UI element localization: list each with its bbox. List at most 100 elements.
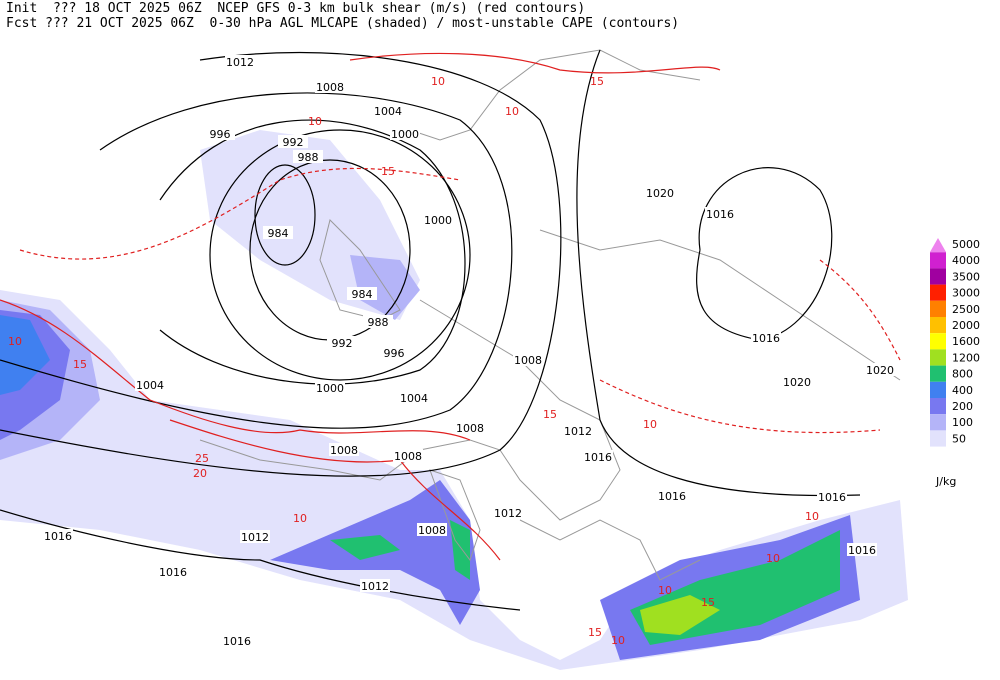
isobar-label-bg [583,450,613,463]
isobar-label: 1008 [514,354,542,367]
isobar-label-bg [327,336,357,349]
shear-label: 25 [195,452,209,465]
isobar-label-bg [393,449,423,462]
isobar-label: 1008 [394,450,422,463]
isobar-label: 984 [268,227,289,240]
shear-label: 20 [193,467,207,480]
shear-label: 10 [431,75,445,88]
legend-swatch [930,381,946,398]
isobar-label: 984 [352,288,373,301]
isobar-label-bg [399,391,429,404]
isobar-label: 1016 [848,544,876,557]
isobar-label-bg [135,378,165,391]
shear-label: 10 [643,418,657,431]
header-init: Init ??? 18 OCT 2025 06Z NCEP GFS 0-3 km… [6,1,586,16]
isobar-label-bg [158,565,188,578]
isobar-label: 988 [298,151,319,164]
isobar-label: 1020 [783,376,811,389]
isobar-label: 1012 [241,531,269,544]
isobar-label-bg [205,127,235,140]
legend-label: 1600 [952,335,980,348]
isobar-label-bg [263,226,293,239]
shear-label: 15 [701,596,715,609]
legend-label: 400 [952,384,973,397]
isobar-label-bg [563,424,593,437]
isobar-label: 1004 [374,105,402,118]
shear-label: 10 [308,115,322,128]
legend-label: 100 [952,416,973,429]
isobar-label-bg [705,207,735,220]
legend-label: 3500 [952,270,980,283]
legend-swatch [930,284,946,301]
shear-label: 15 [381,165,395,178]
isobar-label: 1008 [330,444,358,457]
legend-swatch [930,365,946,382]
legend-label: 200 [952,400,973,413]
legend-swatch [930,317,946,334]
isobar-label-bg [278,135,308,148]
isobar-label: 1000 [316,382,344,395]
legend-label: 2000 [952,319,980,332]
isobar-label: 1004 [136,379,164,392]
legend-unit: J/kg [935,475,956,488]
isobar-label-bg [782,375,812,388]
isobar-label-bg [43,529,73,542]
isobar-label-bg [865,363,895,376]
legend-label: 2500 [952,303,980,316]
isobar-label: 1000 [391,128,419,141]
shear-label: 10 [505,105,519,118]
cape-shading [0,130,908,670]
shear-contours [0,52,901,561]
isobar-label-bg [417,523,447,536]
legend-swatch [930,300,946,317]
isobar-label: 1012 [564,425,592,438]
shear-label: 10 [766,552,780,565]
isobar-label: 1016 [223,635,251,648]
isobar-label-bg [657,489,687,502]
isobar-label-bg [373,104,403,117]
isobar-label: 1016 [706,208,734,221]
legend-label: 1200 [952,351,980,364]
isobar-label: 1012 [361,580,389,593]
legend-label: 5000 [952,238,980,251]
isobar-label: 1012 [494,507,522,520]
shear-label: 15 [73,358,87,371]
isobar-label-bg [363,315,393,328]
isobar-label-bg [240,530,270,543]
isobar-label-bg [513,353,543,366]
legend-swatch [930,238,946,252]
shear-label: 10 [805,510,819,523]
legend-swatch [930,414,946,431]
isobar-label: 1000 [424,214,452,227]
isobar-label: 1016 [159,566,187,579]
isobar-label-bg [847,543,877,556]
isobar-label-bg [225,55,255,68]
isobar-label: 992 [332,337,353,350]
shear-label: 10 [293,512,307,525]
isobar-label-bg [222,634,252,647]
shear-label: 15 [588,626,602,639]
isobar-label: 1016 [818,491,846,504]
isobar-label-bg [293,150,323,163]
isobar-label: 992 [283,136,304,149]
isobar-label-bg [315,381,345,394]
isobar-label-bg [329,443,359,456]
isobar-label-bg [390,127,420,140]
shear-label: 10 [658,584,672,597]
legend-swatch [930,268,946,285]
legend-label: 50 [952,432,966,445]
isobar-label: 996 [210,128,231,141]
isobar-label-bg [347,287,377,300]
legend-swatch [930,398,946,415]
isobar-label: 1004 [400,392,428,405]
isobar-label-bg [493,506,523,519]
legend-swatch [930,430,946,447]
isobar-label: 1020 [646,187,674,200]
isobar-label: 1016 [752,332,780,345]
shear-label: 15 [543,408,557,421]
isobar-label-bg [423,213,453,226]
isobar-label: 1020 [866,364,894,377]
shear-label: 15 [590,75,604,88]
isobar-label-bg [751,331,781,344]
isobar-label-bg [360,579,390,592]
